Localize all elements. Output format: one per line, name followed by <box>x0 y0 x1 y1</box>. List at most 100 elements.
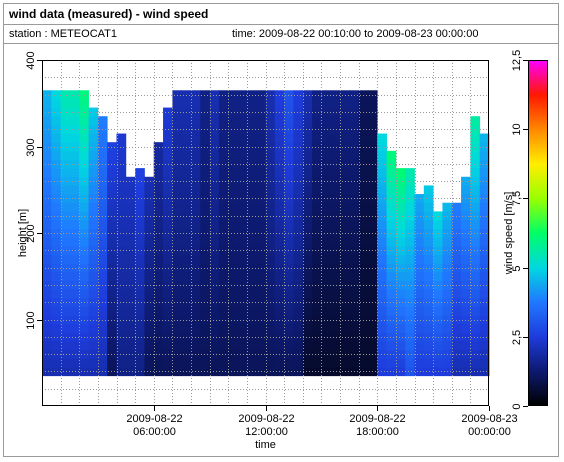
heatmap-cell <box>200 194 211 204</box>
heatmap-cell <box>42 341 52 351</box>
heatmap-cell <box>367 159 378 169</box>
heatmap-cell <box>479 349 490 359</box>
heatmap-cell <box>479 237 490 247</box>
heatmap-cell <box>79 168 89 178</box>
heatmap-cell <box>358 289 369 299</box>
heatmap-cell <box>60 98 71 108</box>
heatmap-cell <box>191 341 201 351</box>
heatmap-cell <box>479 176 490 186</box>
heatmap-cell <box>386 271 397 281</box>
heatmap-cell <box>218 271 229 281</box>
heatmap-cell <box>135 176 145 186</box>
heatmap-cell <box>181 289 192 299</box>
heatmap-cell <box>144 341 155 351</box>
heatmap-cell <box>228 142 238 152</box>
heatmap-cell <box>116 185 127 195</box>
heatmap-cell <box>42 323 52 333</box>
heatmap-cell <box>51 367 62 377</box>
heatmap-cell <box>97 254 108 264</box>
heatmap-cell <box>69 159 80 169</box>
heatmap-cell <box>200 245 211 256</box>
heatmap-cell <box>163 124 173 134</box>
heatmap-cell <box>377 194 387 204</box>
heatmap-cell <box>423 211 434 221</box>
heatmap-cell <box>88 358 99 368</box>
heatmap-cell <box>116 176 127 186</box>
heatmap-cell <box>191 237 201 247</box>
colorbar-tick-label: 2,5 <box>511 330 523 345</box>
heatmap-cell <box>274 150 285 160</box>
heatmap-cell <box>479 315 490 325</box>
heatmap-cell <box>377 280 387 290</box>
heatmap-cell <box>321 297 332 307</box>
heatmap-cell <box>405 220 415 230</box>
heatmap-cell <box>377 289 387 299</box>
heatmap-cell <box>377 237 387 247</box>
heatmap-cell <box>237 349 248 359</box>
heatmap-cell <box>163 358 173 368</box>
heatmap-cell <box>274 211 285 221</box>
heatmap-cell <box>163 341 173 351</box>
heatmap-cell <box>209 202 220 212</box>
heatmap-cell <box>293 367 304 377</box>
heatmap-cell <box>88 116 99 126</box>
heatmap-cell <box>470 168 481 178</box>
heatmap-cell <box>88 142 99 152</box>
heatmap-cell <box>414 367 425 377</box>
heatmap-cell <box>256 271 266 281</box>
heatmap-cell <box>321 168 332 178</box>
heatmap-cell <box>302 245 313 256</box>
heatmap-cell <box>191 150 201 160</box>
heatmap-cell <box>42 150 52 160</box>
heatmap-cell <box>51 315 62 325</box>
heatmap-cell <box>461 202 471 212</box>
heatmap-cell <box>274 159 285 169</box>
heatmap-cell <box>181 150 192 160</box>
heatmap-cell <box>349 220 360 230</box>
heatmap-cell <box>218 133 229 143</box>
heatmap-cell <box>321 349 332 359</box>
heatmap-cell <box>461 341 471 351</box>
heatmap-cell <box>442 263 453 273</box>
heatmap-cell <box>153 306 164 316</box>
heatmap-cell <box>79 202 89 212</box>
heatmap-cell <box>88 306 99 316</box>
heatmap-cell <box>414 245 425 256</box>
heatmap-cell <box>209 315 220 325</box>
heatmap-cell <box>293 124 304 134</box>
heatmap-cell <box>284 185 294 195</box>
colorbar-tick-label: 10 <box>511 123 523 135</box>
heatmap-cell <box>284 220 294 230</box>
heatmap-cell <box>228 332 238 342</box>
heatmap-cell <box>107 280 117 290</box>
heatmap-cell <box>395 211 406 221</box>
heatmap-cell <box>312 211 322 221</box>
heatmap-cell <box>97 168 108 178</box>
heatmap-cell <box>79 150 89 160</box>
heatmap-cell <box>97 220 108 230</box>
heatmap-cell <box>51 185 62 195</box>
heatmap-cell <box>97 358 108 368</box>
heatmap-cell <box>228 176 238 186</box>
heatmap-cell <box>284 98 294 108</box>
heatmap-cell <box>330 228 341 238</box>
heatmap-cell <box>163 332 173 342</box>
heatmap-cell <box>42 263 52 273</box>
heatmap-cell <box>79 142 89 152</box>
heatmap-cell <box>42 176 52 186</box>
heatmap-cell <box>246 341 257 351</box>
heatmap-cell <box>284 358 294 368</box>
heatmap-cell <box>172 98 183 108</box>
heatmap-cell <box>358 323 369 333</box>
heatmap-cell <box>377 254 387 264</box>
heatmap-cell <box>125 202 136 212</box>
heatmap-cell <box>470 245 481 256</box>
heatmap-cell <box>209 358 220 368</box>
heatmap-cell <box>88 133 99 143</box>
heatmap-cell <box>107 254 117 264</box>
heatmap-cell <box>42 107 52 117</box>
heatmap-cell <box>209 194 220 204</box>
heatmap-cell <box>274 263 285 273</box>
heatmap-cell <box>191 358 201 368</box>
heatmap-cell <box>405 202 415 212</box>
